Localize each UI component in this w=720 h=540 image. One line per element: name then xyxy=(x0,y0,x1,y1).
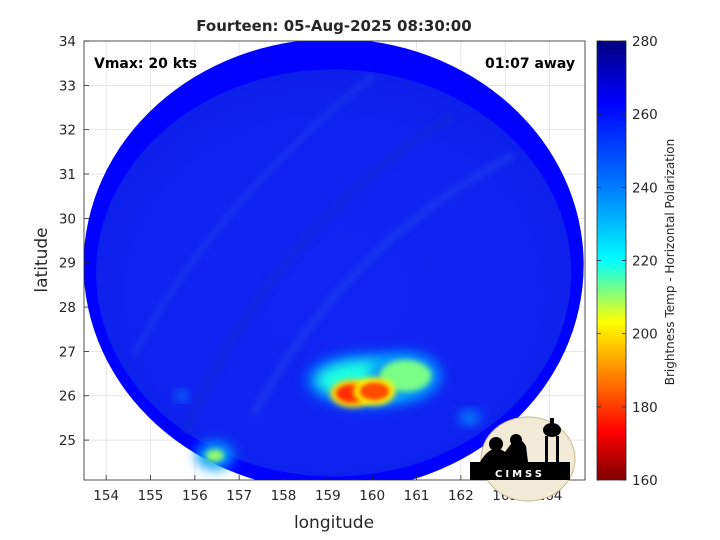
colorbar-tick-label: 220 xyxy=(632,254,658,270)
y-tick-label: 32 xyxy=(59,123,76,139)
x-tick-label: 154 xyxy=(93,488,119,504)
scan-texture xyxy=(130,72,516,437)
y-axis-label: latitude xyxy=(32,227,52,292)
x-tick-label: 162 xyxy=(448,488,474,504)
y-tick-label: 27 xyxy=(59,344,76,360)
feature-cell xyxy=(459,411,480,424)
x-axis-label: longitude xyxy=(294,513,374,533)
y-tick-label: 25 xyxy=(59,433,76,449)
x-tick-label: 155 xyxy=(138,488,164,504)
scan-shading xyxy=(96,69,572,477)
y-tick-label: 34 xyxy=(59,34,76,50)
feature-cell xyxy=(359,382,390,401)
chart-title: Fourteen: 05-Aug-2025 08:30:00 xyxy=(196,17,471,35)
x-tick-label: 159 xyxy=(315,488,341,504)
colorbar-ticks: 160 180 200 220 240 260 280 xyxy=(597,34,658,489)
colorbar-label: Brightness Temp - Horizontal Polarizatio… xyxy=(663,139,677,386)
x-tick-label: 157 xyxy=(226,488,252,504)
colorbar-tick-label: 240 xyxy=(632,180,658,196)
colorbar-tick-label: 260 xyxy=(632,107,658,123)
y-tick-label: 29 xyxy=(59,256,76,272)
cimss-logo: CIMSS xyxy=(470,416,576,502)
time-offset-annotation: 01:07 away xyxy=(485,56,575,72)
plot-frame xyxy=(83,40,586,481)
scan-region xyxy=(84,41,584,480)
y-tick-label: 30 xyxy=(59,211,76,227)
colorbar-tick-label: 160 xyxy=(632,473,658,489)
y-tick-label: 28 xyxy=(59,300,76,316)
colorbar-tick-label: 280 xyxy=(632,34,658,50)
y-tick-label: 33 xyxy=(59,78,76,94)
colorbar-tick-label: 200 xyxy=(632,327,658,343)
x-tick-label: 156 xyxy=(182,488,208,504)
x-tick-label: 158 xyxy=(271,488,297,504)
feature-cell xyxy=(379,359,432,392)
x-tick-label: 160 xyxy=(359,488,385,504)
x-tick-label: 161 xyxy=(404,488,430,504)
vmax-annotation: Vmax: 20 kts xyxy=(94,56,197,72)
cimss-logo-text: CIMSS xyxy=(495,469,545,480)
colorbar-tick-label: 180 xyxy=(632,400,658,416)
feature-cell xyxy=(176,391,187,400)
colorbar xyxy=(596,40,627,481)
y-tick-label: 26 xyxy=(59,389,76,405)
feature-cell xyxy=(205,449,224,462)
y-tick-label: 31 xyxy=(59,167,76,183)
convection-features xyxy=(176,351,480,470)
